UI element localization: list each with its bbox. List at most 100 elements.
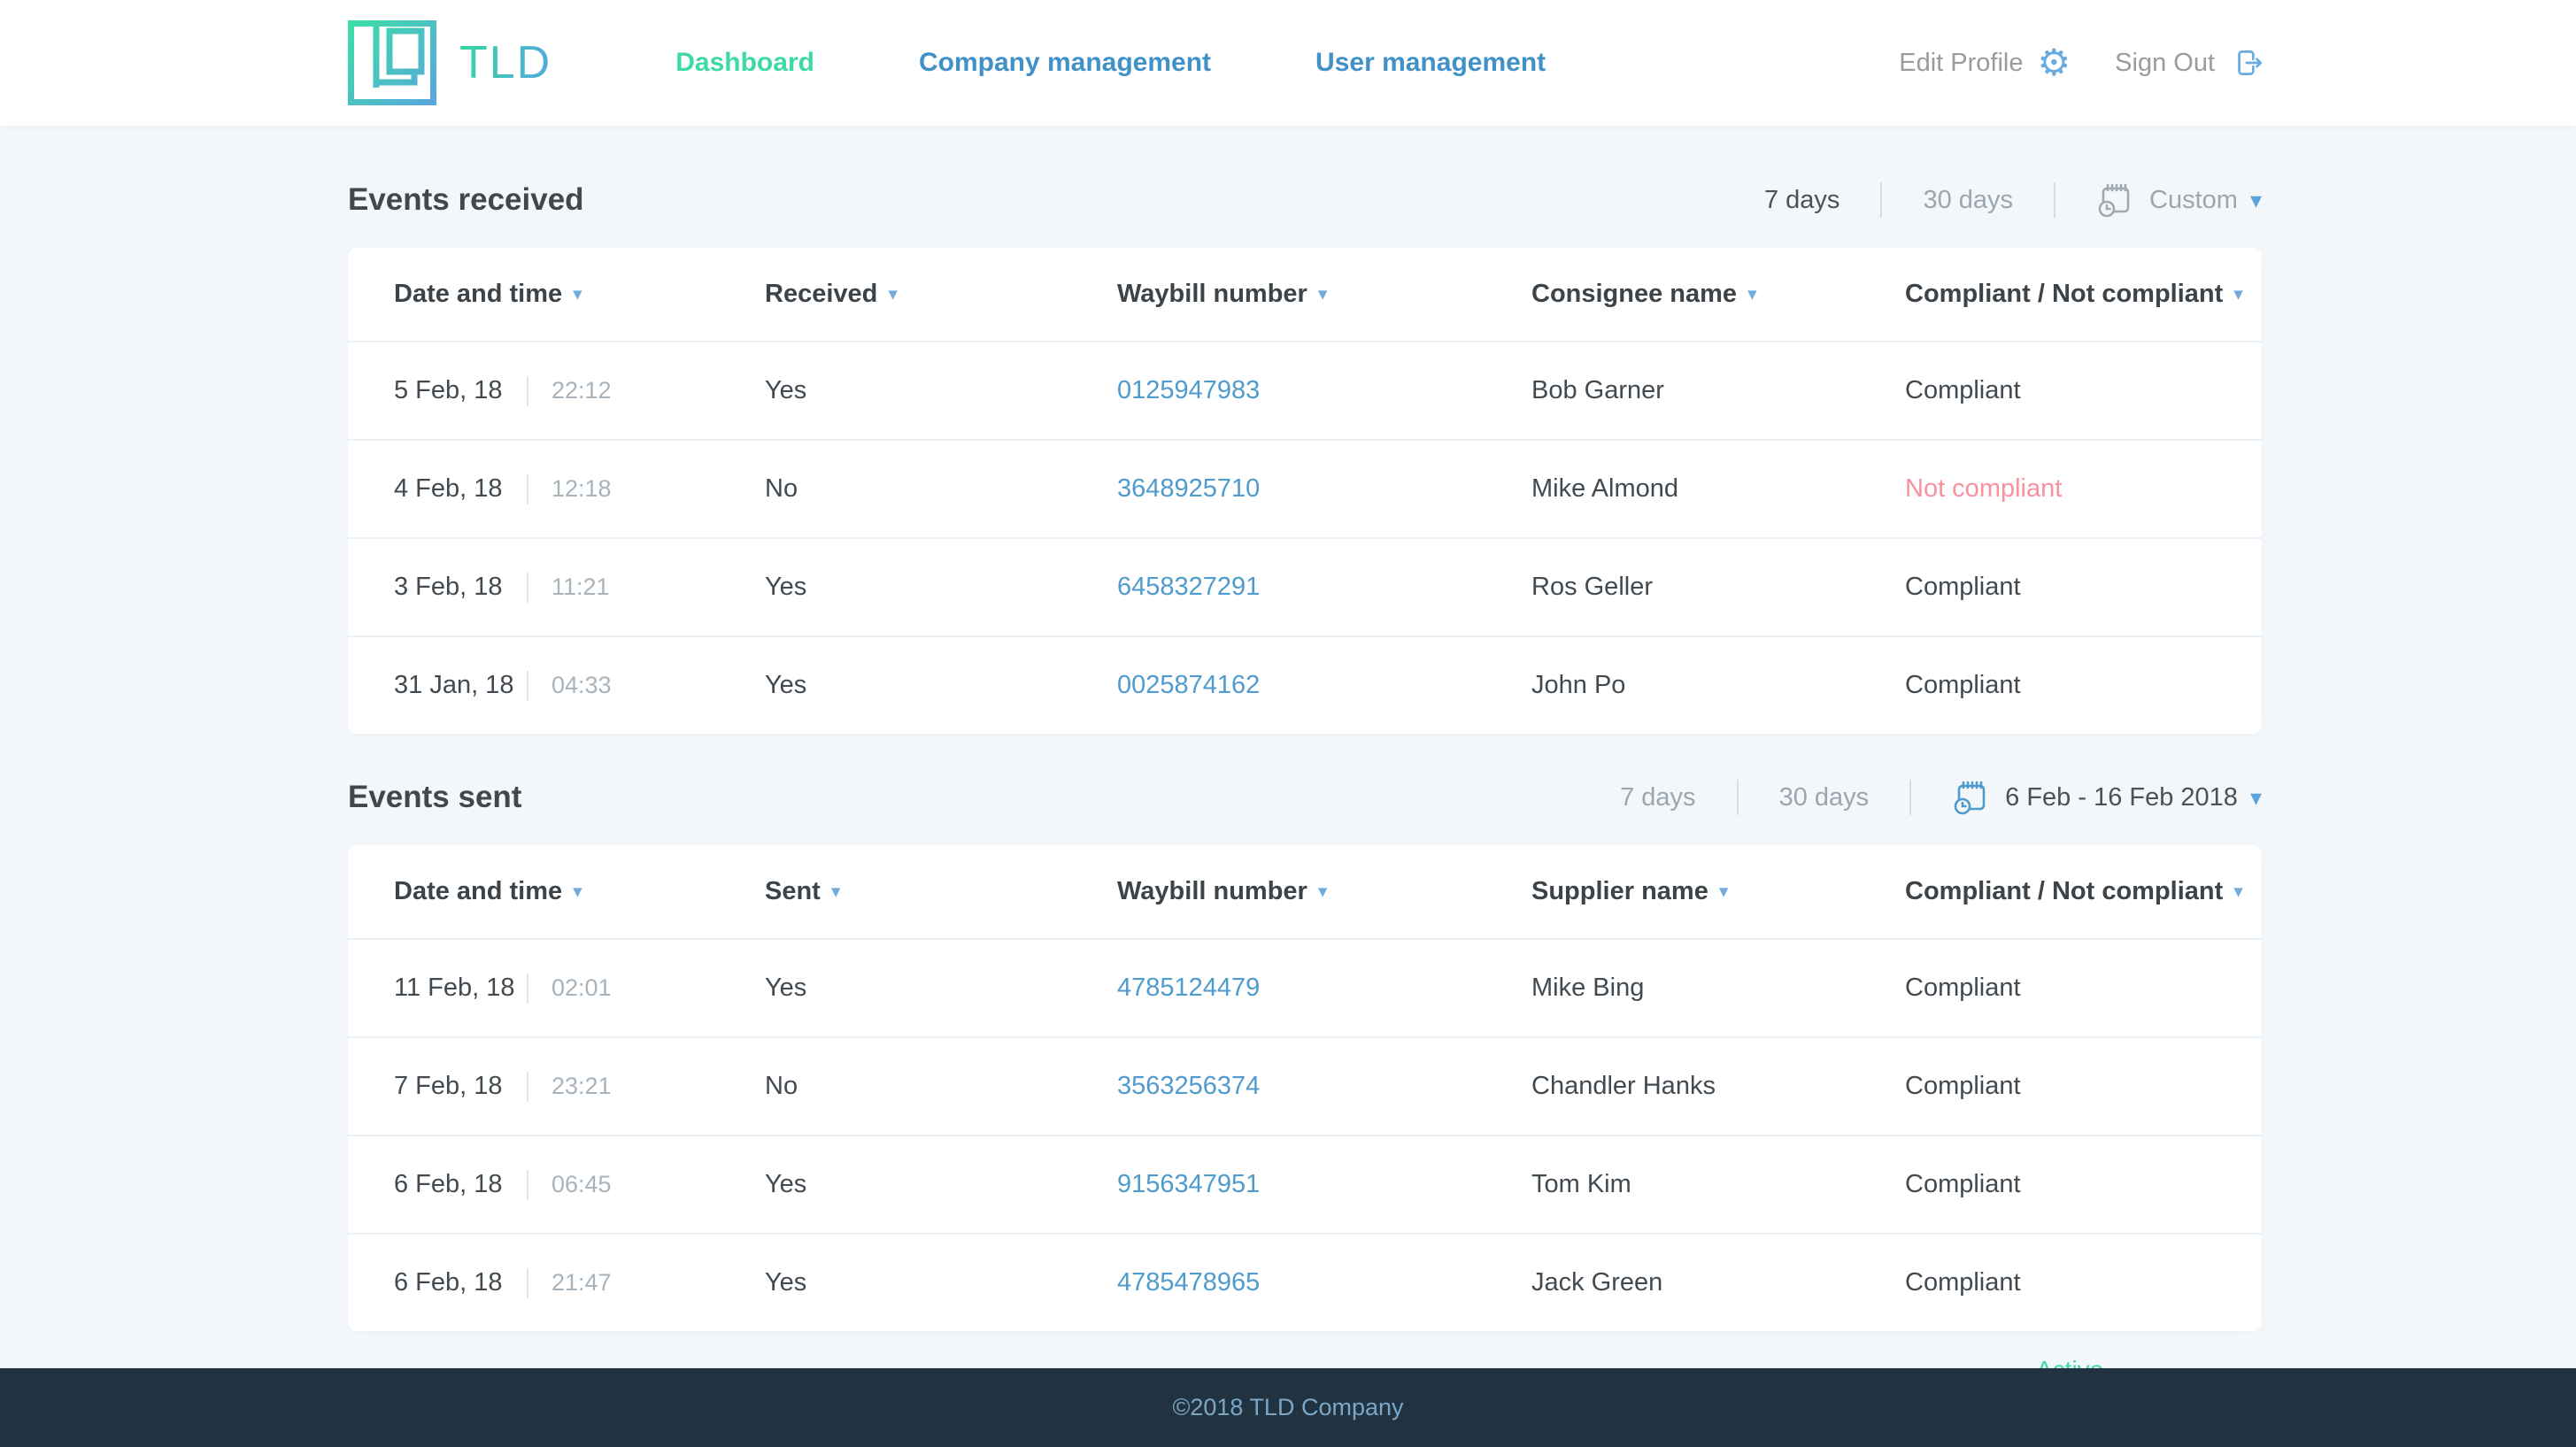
nav-company-management[interactable]: Company management — [918, 48, 1212, 77]
date-value: 11 Feb, 18 — [394, 974, 515, 1002]
time-value: 21:47 — [551, 1269, 612, 1296]
col-sent[interactable]: Sent — [765, 877, 1117, 906]
cell-consignee: John Po — [1531, 671, 1626, 699]
main-content: Events received 7 days 30 days Custom — [0, 177, 2576, 1331]
time-value: 06:45 — [551, 1171, 612, 1197]
table-header-row: Date and time Received Waybill number Co… — [348, 248, 2262, 341]
app-header: TLD Dashboard Company management User ma… — [0, 0, 2576, 126]
cell-received: Yes — [765, 376, 807, 404]
cell-sent: Yes — [765, 1268, 807, 1297]
edit-profile-button[interactable]: Edit Profile — [1899, 44, 2071, 82]
waybill-link[interactable]: 9156347951 — [1117, 1170, 1261, 1198]
events-sent-title: Events sent — [348, 780, 522, 814]
col-compliant[interactable]: Compliant / Not compliant — [1905, 280, 2262, 309]
cell-consignee: Mike Almond — [1531, 474, 1679, 503]
col-received[interactable]: Received — [765, 280, 1117, 309]
cell-supplier: Mike Bing — [1531, 974, 1645, 1002]
cell-status: Compliant — [1905, 376, 2021, 404]
events-received-table: Date and time Received Waybill number Co… — [348, 248, 2262, 734]
col-consignee-name[interactable]: Consignee name — [1531, 280, 1905, 309]
cell-sent: Yes — [765, 1170, 807, 1198]
time-value: 11:21 — [551, 573, 610, 600]
time-value: 23:21 — [551, 1073, 612, 1099]
cell-date-time: 5 Feb, 18 22:12 — [394, 375, 765, 406]
col-date-and-time[interactable]: Date and time — [394, 877, 765, 906]
date-time-divider — [527, 1071, 528, 1102]
table-row: 6 Feb, 18 21:47 Yes 4785478965 Jack Gree… — [348, 1233, 2262, 1331]
table-row: 11 Feb, 18 02:01 Yes 4785124479 Mike Bin… — [348, 938, 2262, 1036]
cell-supplier: Chandler Hanks — [1531, 1072, 1716, 1100]
gear-icon — [2038, 44, 2071, 82]
cell-received: No — [765, 474, 798, 503]
date-value: 4 Feb, 18 — [394, 474, 503, 503]
main-nav: Dashboard Company management User manage… — [675, 48, 1546, 78]
cell-date-time: 6 Feb, 18 21:47 — [394, 1267, 765, 1298]
filter-30-days[interactable]: 30 days — [1923, 185, 2014, 214]
table-row: 6 Feb, 18 06:45 Yes 9156347951 Tom Kim C… — [348, 1135, 2262, 1233]
time-value: 02:01 — [551, 974, 612, 1001]
cell-status: Compliant — [1905, 1170, 2021, 1198]
waybill-link[interactable]: 4785478965 — [1117, 1268, 1261, 1297]
date-value: 3 Feb, 18 — [394, 573, 503, 601]
logo-text: TLD — [459, 37, 552, 89]
cell-consignee: Ros Geller — [1531, 573, 1653, 601]
cell-sent: Yes — [765, 974, 807, 1002]
waybill-link[interactable]: 4785124479 — [1117, 974, 1261, 1002]
date-time-divider — [527, 973, 528, 1004]
date-time-divider — [527, 670, 528, 701]
cell-date-time: 11 Feb, 18 02:01 — [394, 973, 765, 1004]
filter-date-range-label: 6 Feb - 16 Feb 2018 — [2005, 783, 2262, 812]
events-received-filters: 7 days 30 days Custom — [1764, 181, 2262, 219]
waybill-link[interactable]: 3648925710 — [1117, 474, 1261, 503]
table-row: 3 Feb, 18 11:21 Yes 6458327291 Ros Gelle… — [348, 537, 2262, 635]
filter-custom-range[interactable]: Custom — [2096, 181, 2262, 219]
header-actions: Edit Profile Sign Out — [1899, 44, 2266, 82]
cell-date-time: 6 Feb, 18 06:45 — [394, 1169, 765, 1200]
col-date-and-time[interactable]: Date and time — [394, 280, 765, 309]
filter-divider — [2054, 182, 2056, 218]
filter-30-days[interactable]: 30 days — [1778, 782, 1870, 812]
filter-divider — [1880, 182, 1883, 218]
filter-divider — [1736, 780, 1739, 815]
waybill-link[interactable]: 3563256374 — [1117, 1072, 1261, 1100]
filter-7-days[interactable]: 7 days — [1763, 185, 1840, 214]
date-time-divider — [527, 1267, 528, 1298]
col-waybill-number[interactable]: Waybill number — [1117, 877, 1531, 906]
col-supplier-name[interactable]: Supplier name — [1531, 877, 1905, 906]
cell-received: Yes — [765, 671, 807, 699]
filter-divider — [1909, 780, 1912, 815]
cell-supplier: Tom Kim — [1531, 1170, 1631, 1198]
events-received-header: Events received 7 days 30 days Custom — [348, 177, 2262, 223]
date-value: 5 Feb, 18 — [394, 376, 503, 404]
col-waybill-number[interactable]: Waybill number — [1117, 280, 1531, 309]
cell-status: Compliant — [1905, 1072, 2021, 1100]
events-sent-header: Events sent 7 days 30 days 6 Feb - 16 Fe… — [348, 774, 2262, 820]
edit-profile-label: Edit Profile — [1899, 48, 2024, 77]
copyright-text: ©2018 TLD Company — [1172, 1394, 1404, 1420]
waybill-link[interactable]: 0125947983 — [1117, 376, 1261, 404]
table-row: 5 Feb, 18 22:12 Yes 0125947983 Bob Garne… — [348, 341, 2262, 439]
nav-dashboard[interactable]: Dashboard — [675, 48, 814, 77]
waybill-link[interactable]: 6458327291 — [1117, 573, 1261, 601]
table-header-row: Date and time Sent Waybill number Suppli… — [348, 845, 2262, 938]
col-compliant[interactable]: Compliant / Not compliant — [1905, 877, 2262, 906]
nav-user-management[interactable]: User management — [1315, 48, 1546, 77]
waybill-link[interactable]: 0025874162 — [1117, 671, 1261, 699]
table-row: 31 Jan, 18 04:33 Yes 0025874162 John Po … — [348, 635, 2262, 734]
cell-sent: No — [765, 1072, 798, 1100]
cell-received: Yes — [765, 573, 807, 601]
cell-status: Compliant — [1905, 1268, 2021, 1297]
cell-supplier: Jack Green — [1531, 1268, 1663, 1297]
filter-7-days[interactable]: 7 days — [1620, 782, 1696, 812]
logo: TLD — [348, 20, 551, 105]
events-received-title: Events received — [348, 182, 584, 217]
cell-date-time: 7 Feb, 18 23:21 — [394, 1071, 765, 1102]
sign-out-label: Sign Out — [2115, 48, 2215, 77]
sign-out-button[interactable]: Sign Out — [2115, 44, 2266, 81]
filter-date-range[interactable]: 6 Feb - 16 Feb 2018 — [1952, 778, 2262, 817]
cell-status: Not compliant — [1905, 474, 2063, 503]
date-value: 6 Feb, 18 — [394, 1170, 503, 1198]
tld-logo-icon — [348, 20, 436, 105]
events-sent-filters: 7 days 30 days 6 Feb - 16 Feb 2018 — [1620, 778, 2262, 817]
cell-status: Compliant — [1905, 974, 2021, 1002]
